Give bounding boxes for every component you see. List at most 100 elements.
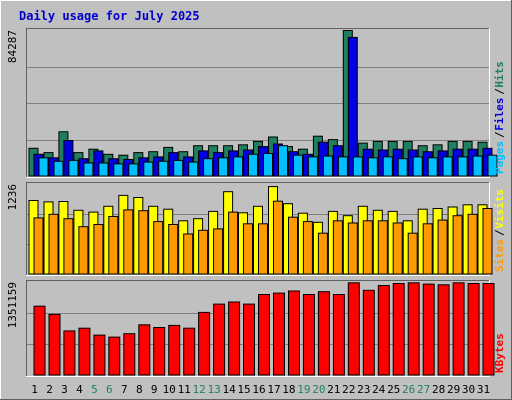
bar-kbytes-day-8 <box>138 324 151 376</box>
bar-pages-day-26 <box>412 156 423 177</box>
panel-visits-sites: 1236 Sites /Visits <box>6 182 506 276</box>
x-label-day-9: 9 <box>151 383 158 396</box>
y-max-label: 84287 <box>6 30 19 63</box>
bar-pages-day-31 <box>487 154 498 177</box>
legend-hits: Hits <box>493 61 506 88</box>
legend-kbytes: KBytes <box>493 333 506 373</box>
x-label-day-7: 7 <box>121 383 128 396</box>
legend-sites: Sites <box>493 239 506 272</box>
x-label-day-25: 25 <box>387 383 400 396</box>
bar-files-day-22 <box>347 36 358 177</box>
x-label-day-17: 17 <box>267 383 280 396</box>
bar-sites-day-5 <box>93 224 104 275</box>
bar-pages-day-29 <box>457 156 468 177</box>
legend-files: Files <box>493 98 506 131</box>
bar-pages-day-18 <box>293 154 303 177</box>
bar-kbytes-day-1 <box>33 305 46 376</box>
legend-separator: / <box>493 131 506 138</box>
bar-pages-day-2 <box>53 160 64 177</box>
bar-kbytes-day-22 <box>347 282 360 376</box>
bar-sites-day-4 <box>78 226 89 275</box>
bar-sites-day-16 <box>258 223 268 275</box>
bar-kbytes-day-12 <box>198 311 211 376</box>
x-label-day-13: 13 <box>207 383 220 396</box>
bar-kbytes-day-4 <box>78 327 91 376</box>
bar-pages-day-12 <box>203 158 214 177</box>
x-label-day-24: 24 <box>372 383 386 396</box>
x-label-day-30: 30 <box>462 383 475 396</box>
bar-pages-day-24 <box>382 156 393 177</box>
bar-sites-day-1 <box>33 217 44 275</box>
x-label-day-3: 3 <box>61 383 68 396</box>
bar-pages-day-14 <box>233 156 244 177</box>
bar-sites-day-17 <box>273 200 283 275</box>
bar-sites-day-8 <box>138 210 149 275</box>
bar-pages-day-17 <box>278 145 288 177</box>
bar-kbytes-day-2 <box>48 313 61 376</box>
bar-sites-day-28 <box>437 219 448 275</box>
x-label-day-28: 28 <box>432 383 445 396</box>
x-label-day-23: 23 <box>357 383 370 396</box>
bar-sites-day-9 <box>153 221 164 275</box>
bar-kbytes-day-9 <box>153 327 166 376</box>
y-max-label: 1351159 <box>6 282 19 328</box>
bar-sites-day-21 <box>332 220 343 275</box>
legend-visits: Visits <box>493 189 506 229</box>
x-label-day-22: 22 <box>342 383 355 396</box>
bar-sites-day-23 <box>362 220 373 275</box>
panel-kbytes: 1351159 KBytes <box>6 280 506 377</box>
x-label-day-20: 20 <box>312 383 325 396</box>
bar-pages-day-20 <box>322 155 333 177</box>
bar-pages-day-21 <box>337 156 348 177</box>
bar-pages-day-27 <box>427 157 438 177</box>
bar-kbytes-day-30 <box>467 283 480 376</box>
bar-pages-day-25 <box>397 158 408 177</box>
bar-kbytes-day-23 <box>362 289 375 376</box>
x-label-day-14: 14 <box>222 383 236 396</box>
x-label-day-8: 8 <box>136 383 143 396</box>
bar-kbytes-day-3 <box>63 330 76 376</box>
series-sites <box>33 200 493 275</box>
x-label-day-29: 29 <box>447 383 460 396</box>
bar-kbytes-day-13 <box>213 303 226 376</box>
legend-pages: Pages <box>493 141 506 174</box>
x-label-day-1: 1 <box>31 383 38 396</box>
bar-kbytes-day-21 <box>332 294 345 376</box>
x-label-day-10: 10 <box>163 383 176 396</box>
bar-kbytes-day-28 <box>437 284 450 376</box>
x-label-day-5: 5 <box>91 383 98 396</box>
y-max-label: 1236 <box>6 184 19 211</box>
series-kbytes <box>33 282 495 376</box>
bar-pages-day-10 <box>173 159 184 177</box>
x-label-day-15: 15 <box>237 383 250 396</box>
bar-pages-day-7 <box>128 163 139 177</box>
bar-pages-day-22 <box>352 156 363 177</box>
bar-sites-day-2 <box>48 213 59 275</box>
bar-sites-day-29 <box>452 215 463 275</box>
bar-kbytes-day-31 <box>482 283 495 376</box>
bar-sites-day-22 <box>347 222 358 275</box>
bar-kbytes-day-10 <box>168 324 181 376</box>
series-pages <box>38 145 498 177</box>
legend-separator: / <box>493 229 506 236</box>
bar-pages-day-3 <box>68 159 79 177</box>
bar-sites-day-20 <box>317 232 328 275</box>
x-label-day-6: 6 <box>106 383 113 396</box>
bar-kbytes-day-29 <box>452 282 465 376</box>
bar-pages-day-23 <box>367 157 378 177</box>
bar-kbytes-day-24 <box>377 285 390 376</box>
x-label-day-2: 2 <box>46 383 53 396</box>
bar-pages-day-1 <box>38 157 49 177</box>
x-label-day-16: 16 <box>252 383 265 396</box>
bar-sites-day-24 <box>377 220 388 275</box>
bar-sites-day-3 <box>63 218 74 275</box>
bar-sites-day-13 <box>213 228 224 275</box>
bar-pages-day-16 <box>263 153 273 177</box>
bar-kbytes-day-27 <box>422 283 435 376</box>
bar-pages-day-11 <box>188 161 199 177</box>
x-label-day-27: 27 <box>417 383 430 396</box>
x-label-day-19: 19 <box>297 383 310 396</box>
bar-sites-day-14 <box>228 211 239 275</box>
bar-pages-day-5 <box>98 162 109 177</box>
